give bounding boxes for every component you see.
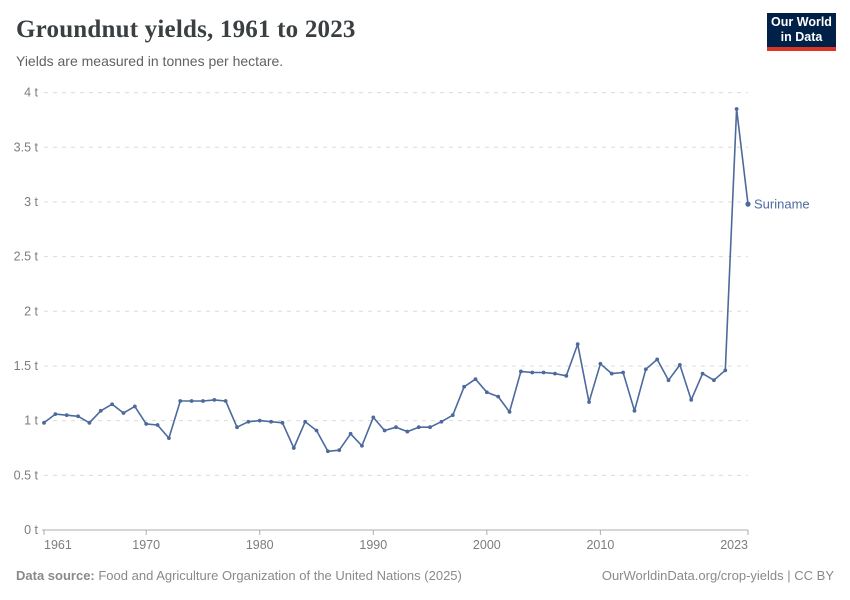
x-tick-label: 1961 [44, 538, 72, 552]
data-point[interactable] [269, 419, 273, 424]
y-tick-label: 0 t [24, 523, 38, 537]
data-point[interactable] [541, 370, 546, 375]
data-point[interactable] [76, 414, 80, 419]
data-point[interactable] [553, 371, 557, 376]
data-point[interactable] [496, 394, 501, 399]
data-point[interactable] [246, 419, 251, 424]
data-point[interactable] [280, 420, 285, 425]
owid-logo-line2: in Data [780, 30, 823, 44]
data-point[interactable] [643, 367, 648, 372]
data-point[interactable] [178, 399, 183, 403]
data-source: Data source: Food and Agriculture Organi… [16, 568, 462, 583]
data-point[interactable] [450, 413, 455, 418]
data-point[interactable] [519, 369, 523, 374]
data-point[interactable] [235, 425, 239, 430]
y-tick-label: 3 t [24, 195, 38, 209]
chart-footer: Data source: Food and Agriculture Organi… [16, 568, 834, 583]
data-point[interactable] [110, 402, 115, 407]
data-point[interactable] [655, 357, 660, 362]
data-source-label: Data source: [16, 568, 95, 583]
data-point[interactable] [587, 400, 591, 404]
data-point[interactable] [337, 448, 342, 453]
data-line-suriname[interactable] [43, 108, 749, 453]
data-point[interactable] [382, 428, 387, 433]
page-title: Groundnut yields, 1961 to 2023 [16, 16, 356, 43]
data-point[interactable] [723, 368, 728, 373]
data-point[interactable] [677, 362, 682, 367]
owid-logo-line1: Our World [771, 15, 832, 30]
data-point[interactable] [132, 404, 137, 409]
x-tick-label: 2010 [586, 538, 614, 552]
data-source-text: Food and Agriculture Organization of the… [94, 568, 462, 583]
entity-label[interactable]: Suriname [754, 197, 810, 212]
data-point[interactable] [98, 408, 103, 413]
data-point[interactable] [303, 419, 308, 424]
data-point[interactable] [371, 415, 376, 420]
data-point[interactable] [700, 371, 705, 376]
data-point[interactable] [462, 384, 467, 389]
data-point[interactable] [564, 373, 569, 378]
y-tick-label: 2.5 t [14, 250, 39, 264]
y-tick-label: 3.5 t [14, 140, 39, 154]
data-point[interactable] [314, 428, 319, 433]
data-point[interactable] [507, 410, 512, 414]
data-point[interactable] [42, 420, 46, 425]
data-point[interactable] [484, 390, 489, 395]
x-tick-label: 1970 [132, 538, 160, 552]
data-point[interactable] [428, 425, 432, 430]
owid-logo[interactable]: Our World in Data [767, 13, 836, 51]
x-tick-label: 2023 [720, 538, 748, 552]
data-point[interactable] [473, 377, 478, 381]
data-point[interactable] [666, 378, 671, 383]
y-tick-label: 1.5 t [14, 359, 39, 373]
data-point[interactable] [291, 446, 296, 450]
data-point[interactable] [257, 418, 262, 423]
data-point[interactable] [598, 361, 603, 366]
data-point[interactable] [53, 412, 58, 416]
chart-subtitle: Yields are measured in tonnes per hectar… [16, 53, 284, 69]
data-point[interactable] [212, 397, 217, 402]
data-point[interactable] [325, 449, 330, 454]
y-tick-label: 0.5 t [14, 468, 39, 482]
data-point[interactable] [734, 107, 739, 111]
credit-link[interactable]: OurWorldinData.org/crop-yields | CC BY [601, 568, 834, 583]
data-point[interactable] [416, 425, 421, 430]
data-point[interactable] [632, 408, 637, 413]
data-point[interactable] [405, 429, 410, 434]
data-point[interactable] [144, 422, 149, 426]
data-point[interactable] [64, 413, 69, 418]
data-point[interactable] [575, 342, 580, 347]
y-tick-label: 4 t [24, 86, 38, 100]
x-tick-label: 1990 [359, 538, 387, 552]
data-point[interactable] [348, 431, 353, 436]
data-point[interactable] [621, 370, 625, 375]
data-point[interactable] [712, 378, 716, 383]
data-point[interactable] [223, 399, 228, 403]
data-point[interactable] [360, 443, 364, 448]
data-point[interactable] [189, 399, 194, 403]
x-tick-label: 1980 [246, 538, 274, 552]
data-point[interactable] [745, 201, 751, 207]
data-point[interactable] [87, 420, 92, 425]
y-tick-label: 1 t [24, 414, 38, 428]
data-point[interactable] [201, 399, 205, 403]
data-point[interactable] [609, 371, 614, 376]
data-point[interactable] [530, 370, 535, 375]
x-tick-label: 2000 [473, 538, 501, 552]
data-point[interactable] [439, 419, 444, 424]
data-point[interactable] [167, 436, 171, 441]
y-tick-label: 2 t [24, 304, 38, 318]
data-point[interactable] [121, 411, 126, 415]
data-point[interactable] [689, 397, 694, 402]
data-point[interactable] [155, 423, 160, 427]
data-point[interactable] [394, 425, 398, 430]
